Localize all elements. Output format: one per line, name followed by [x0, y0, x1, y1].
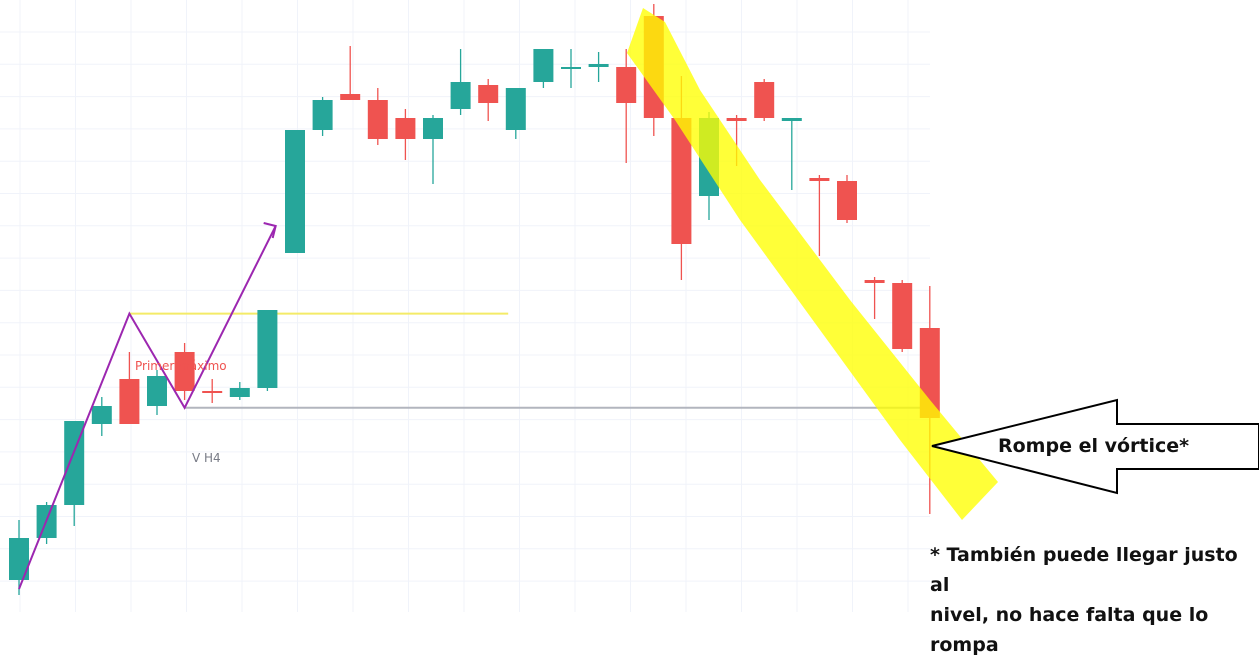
zigzag-annotation — [18, 222, 277, 590]
candle — [450, 49, 471, 115]
candle-body — [616, 67, 637, 103]
candle-body — [312, 100, 333, 130]
candle-body — [478, 85, 499, 103]
candle-body — [395, 118, 416, 139]
candle — [892, 280, 913, 352]
candle-body — [367, 100, 388, 139]
candle — [257, 310, 278, 391]
candlestick-chart: Primer máximo V H4 Rompe el vórtice* — [0, 0, 1259, 612]
candle — [285, 130, 305, 253]
candle — [367, 88, 388, 145]
candle-body — [754, 82, 775, 118]
footnote: * También puede llegar justo al nivel, n… — [930, 540, 1259, 660]
candle — [312, 97, 333, 136]
candle — [202, 379, 223, 403]
candle-body — [892, 283, 913, 349]
candle-body — [423, 118, 443, 139]
left-arrow-icon — [931, 398, 1259, 495]
candle — [229, 382, 250, 400]
candle-body — [588, 64, 609, 67]
chart-labels: Primer máximo V H4 Rompe el vórtice* — [135, 359, 1189, 465]
candle — [91, 397, 112, 436]
candle — [423, 115, 443, 184]
candle-body — [533, 49, 554, 82]
vh4-label: V H4 — [192, 451, 221, 465]
footnote-line-1: * También puede llegar justo al — [930, 544, 1238, 596]
candle-body — [726, 118, 747, 121]
candle-body — [837, 181, 857, 220]
candle-body — [9, 538, 29, 580]
candle — [9, 520, 29, 595]
candle-body — [781, 118, 802, 121]
candle — [340, 46, 361, 100]
candle — [119, 352, 140, 424]
primer-maximo-label: Primer máximo — [135, 359, 227, 373]
candle-body — [809, 178, 830, 181]
candle-body — [64, 421, 85, 505]
candle-body — [229, 388, 250, 397]
zigzag-line — [18, 225, 277, 590]
candle — [588, 52, 609, 82]
candle — [781, 118, 802, 190]
candle — [754, 79, 775, 121]
candle-body — [505, 88, 526, 130]
candle-body — [147, 376, 167, 406]
candle — [505, 88, 526, 139]
highlight-stroke — [627, 8, 998, 520]
highlighter-stroke — [627, 8, 998, 520]
zigzag-arrowhead-icon — [263, 222, 277, 239]
candle-body — [561, 67, 581, 69]
candle — [864, 277, 885, 319]
candle-body — [174, 352, 195, 391]
rompe-label: Rompe el vórtice* — [998, 435, 1189, 457]
candle-body — [340, 94, 361, 100]
candle — [478, 79, 499, 121]
candle — [809, 175, 830, 256]
candle-body — [671, 118, 692, 244]
candle-body — [450, 82, 471, 109]
candle — [395, 109, 416, 160]
candle — [837, 175, 857, 223]
candle-body — [257, 310, 278, 388]
candle-body — [864, 280, 885, 283]
footnote-line-2: nivel, no hace falta que lo rompa — [930, 604, 1209, 656]
candle — [533, 49, 554, 88]
candle — [174, 343, 195, 400]
candle — [616, 49, 637, 163]
candle-body — [119, 379, 140, 424]
candle — [561, 49, 581, 88]
candle-body — [202, 391, 223, 393]
candle — [147, 370, 167, 415]
candle — [64, 421, 85, 526]
candle-body — [91, 406, 112, 424]
candle-body — [285, 130, 305, 253]
candles — [9, 4, 940, 595]
rompe-arrow — [931, 398, 1259, 495]
horizontal-levels — [129, 312, 923, 409]
